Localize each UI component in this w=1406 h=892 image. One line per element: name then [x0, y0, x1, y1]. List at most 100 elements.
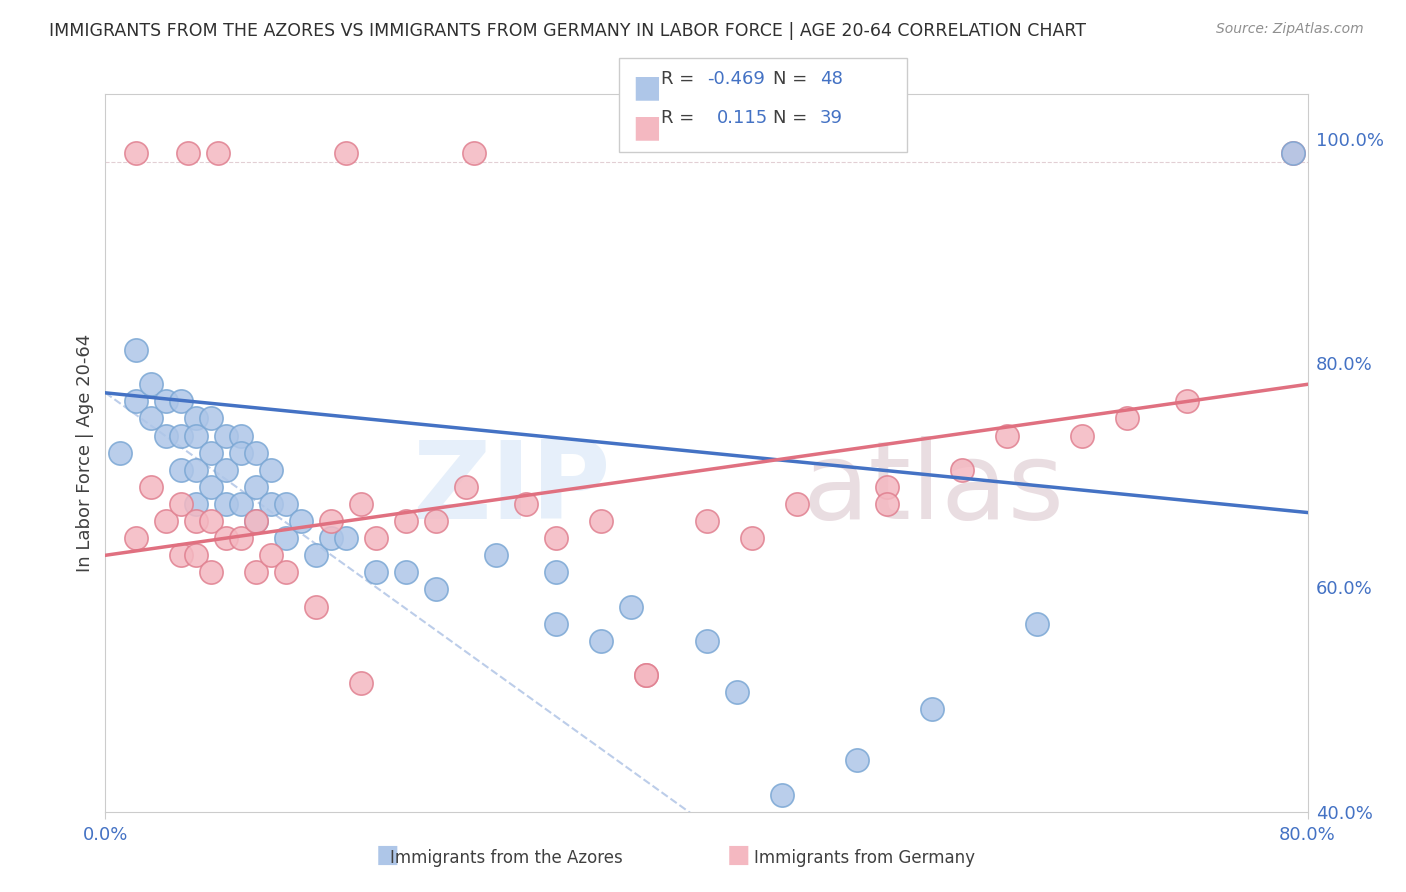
Point — [1071, 428, 1094, 442]
Point — [591, 514, 613, 528]
Point — [200, 411, 222, 425]
Point — [1116, 411, 1139, 425]
Point — [214, 428, 236, 442]
Text: 0.115: 0.115 — [717, 109, 768, 127]
Point — [591, 633, 613, 648]
Point — [395, 514, 418, 528]
Point — [335, 146, 357, 161]
Point — [245, 480, 267, 494]
Point — [696, 514, 718, 528]
Point — [319, 514, 342, 528]
Point — [636, 668, 658, 682]
Text: IMMIGRANTS FROM THE AZORES VS IMMIGRANTS FROM GERMANY IN LABOR FORCE | AGE 20-64: IMMIGRANTS FROM THE AZORES VS IMMIGRANTS… — [49, 22, 1087, 40]
Point — [620, 599, 643, 614]
Point — [124, 146, 146, 161]
Point — [245, 566, 267, 580]
Point — [139, 377, 162, 392]
Point — [274, 531, 297, 545]
Text: 39: 39 — [820, 109, 842, 127]
Point — [741, 531, 763, 545]
Point — [207, 146, 229, 161]
Point — [169, 394, 191, 409]
Point — [184, 411, 207, 425]
Point — [200, 446, 222, 460]
Point — [350, 497, 373, 511]
Point — [995, 428, 1018, 442]
Text: Immigrants from Germany: Immigrants from Germany — [754, 849, 976, 867]
Point — [921, 702, 943, 716]
Text: N =: N = — [773, 109, 813, 127]
Point — [214, 497, 236, 511]
Point — [229, 446, 252, 460]
Point — [364, 531, 387, 545]
Text: R =: R = — [661, 109, 700, 127]
Text: ■: ■ — [633, 113, 662, 143]
Point — [845, 753, 868, 767]
Point — [139, 480, 162, 494]
Point — [214, 463, 236, 477]
Point — [110, 446, 132, 460]
Point — [454, 480, 477, 494]
Point — [169, 497, 191, 511]
Text: N =: N = — [773, 70, 813, 87]
Text: ■: ■ — [727, 843, 749, 867]
Point — [155, 514, 177, 528]
Point — [184, 463, 207, 477]
Point — [184, 497, 207, 511]
Point — [155, 394, 177, 409]
Point — [305, 549, 328, 563]
Point — [546, 566, 568, 580]
Y-axis label: In Labor Force | Age 20-64: In Labor Force | Age 20-64 — [76, 334, 94, 572]
Point — [364, 566, 387, 580]
Point — [200, 566, 222, 580]
Point — [245, 514, 267, 528]
Point — [274, 497, 297, 511]
Point — [515, 497, 537, 511]
Text: ■: ■ — [377, 843, 399, 867]
Point — [229, 531, 252, 545]
Point — [725, 685, 748, 699]
Point — [184, 549, 207, 563]
Point — [786, 497, 808, 511]
Text: ZIP: ZIP — [412, 435, 610, 541]
Point — [200, 480, 222, 494]
Point — [636, 668, 658, 682]
Text: atlas: atlas — [803, 435, 1064, 541]
Point — [1281, 146, 1303, 161]
Text: ■: ■ — [633, 73, 662, 103]
Point — [184, 514, 207, 528]
Point — [290, 514, 312, 528]
Point — [229, 497, 252, 511]
Point — [1175, 394, 1198, 409]
Point — [214, 531, 236, 545]
Point — [245, 514, 267, 528]
Point — [184, 428, 207, 442]
Point — [350, 676, 373, 690]
Point — [177, 146, 200, 161]
Point — [876, 497, 898, 511]
Point — [229, 428, 252, 442]
Point — [260, 497, 283, 511]
Point — [305, 599, 328, 614]
Point — [425, 582, 447, 597]
Text: R =: R = — [661, 70, 700, 87]
Point — [546, 616, 568, 631]
Point — [169, 428, 191, 442]
Point — [696, 633, 718, 648]
Point — [425, 514, 447, 528]
Point — [200, 514, 222, 528]
Point — [950, 463, 973, 477]
Point — [124, 343, 146, 358]
Point — [463, 146, 485, 161]
Point — [770, 788, 793, 802]
Point — [485, 549, 508, 563]
Point — [124, 531, 146, 545]
Point — [1281, 146, 1303, 161]
Point — [245, 446, 267, 460]
Point — [335, 531, 357, 545]
Point — [546, 531, 568, 545]
Point — [876, 480, 898, 494]
Point — [169, 549, 191, 563]
Text: Immigrants from the Azores: Immigrants from the Azores — [389, 849, 623, 867]
Point — [274, 566, 297, 580]
